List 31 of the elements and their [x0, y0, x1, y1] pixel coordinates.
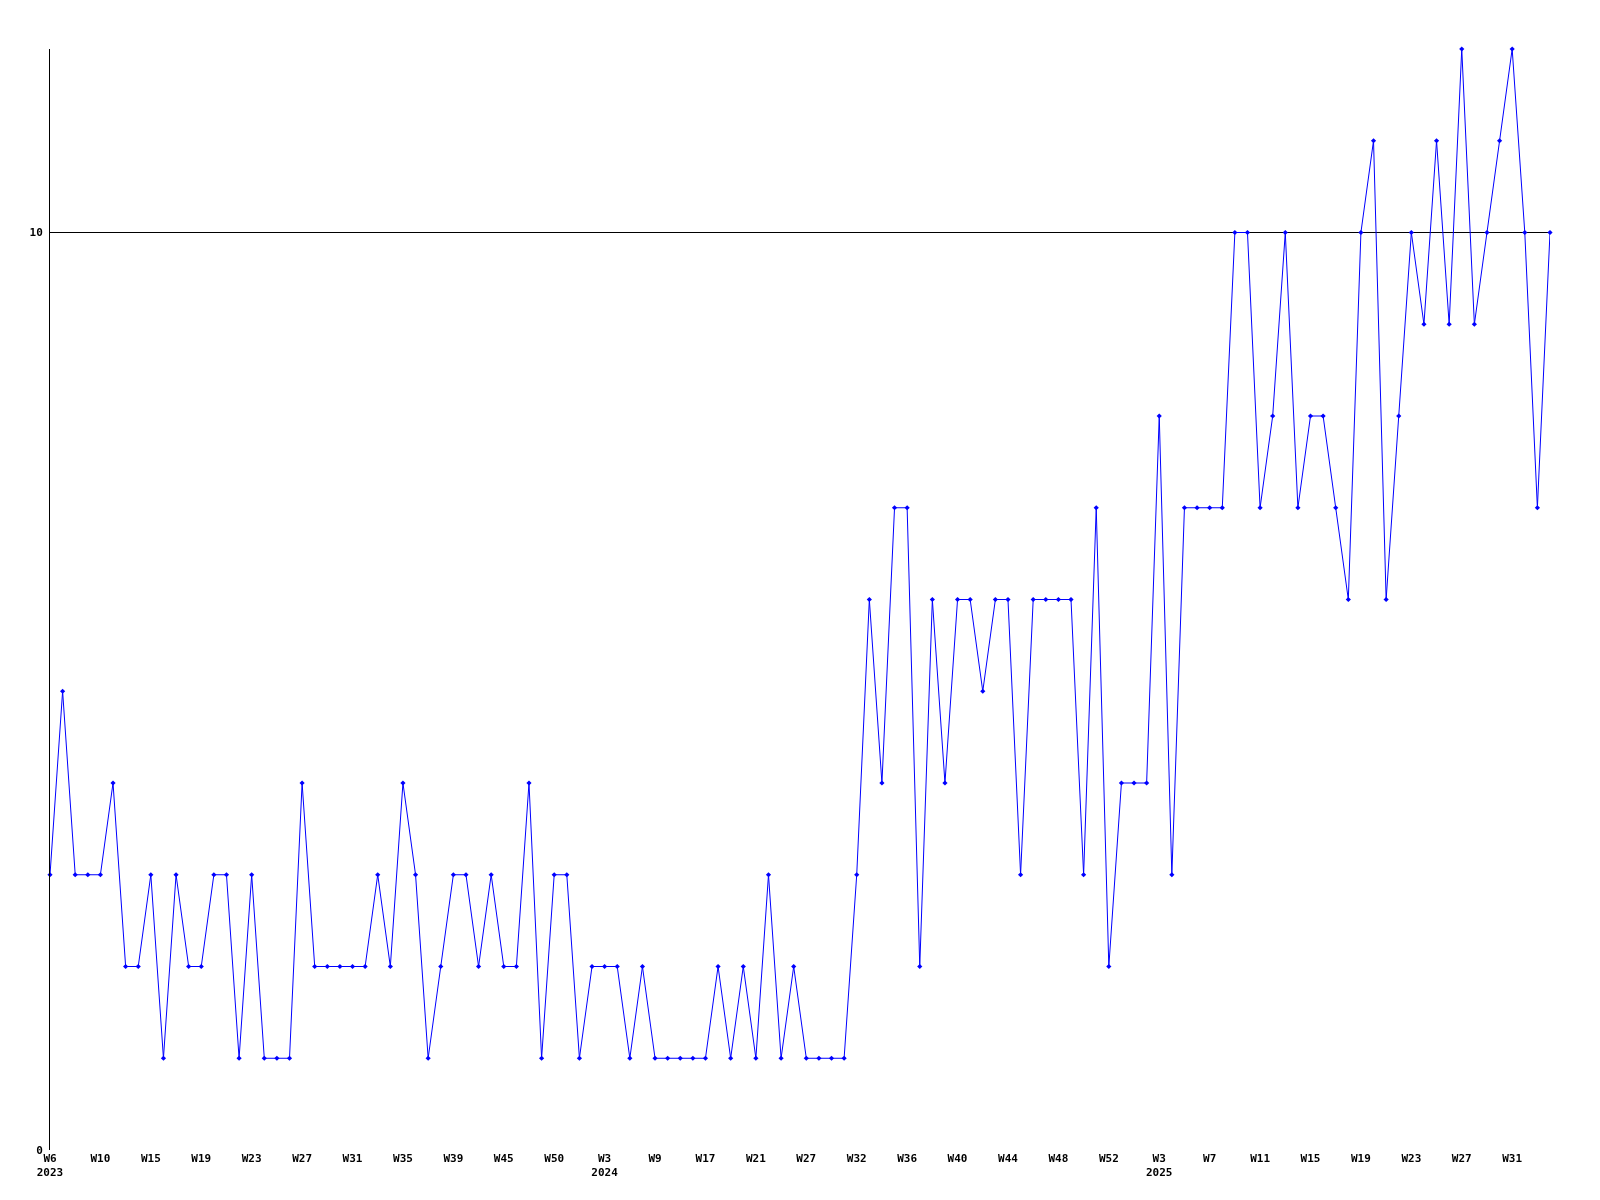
x-tick-label: W35: [393, 1152, 413, 1165]
x-tick-label: W27: [1451, 1152, 1472, 1165]
x-tick-label: W21: [745, 1152, 767, 1165]
x-tick-label: W36: [897, 1152, 918, 1165]
y-tick-label: 10: [29, 226, 43, 240]
x-tick-label: W52: [1098, 1152, 1119, 1165]
x-tick-label: W44: [998, 1152, 1019, 1165]
x-tick-label: W32: [846, 1152, 867, 1165]
x-tick-label: W15: [140, 1152, 161, 1165]
x-tick-label: W31: [1502, 1152, 1523, 1165]
x-tick-label: W40: [947, 1152, 968, 1165]
x-tick-label: W48: [1048, 1152, 1069, 1165]
x-tick-label: W15: [1300, 1152, 1321, 1165]
x-tick-label: W23: [241, 1152, 262, 1165]
x-tick-label: W45: [493, 1152, 514, 1165]
x-tick-label: W9: [648, 1152, 662, 1165]
x-tick-label: W7: [1203, 1152, 1217, 1165]
y-tick-label: 0: [36, 1143, 43, 1157]
x-tick-label: W19: [191, 1152, 212, 1165]
x-tick-label: W19: [1350, 1152, 1371, 1165]
x-tick-label: W11: [1250, 1152, 1271, 1165]
x-tick-label: W3 2025: [1145, 1152, 1173, 1180]
x-tick-label: W31: [342, 1152, 363, 1165]
x-tick-label: W39: [443, 1152, 464, 1165]
x-tick-label: W27: [292, 1152, 313, 1165]
x-tick-label: W23: [1401, 1152, 1422, 1165]
x-tick-label: W17: [695, 1152, 716, 1165]
x-tick-label: W10: [90, 1152, 111, 1165]
x-tick-label: W3 2024: [591, 1152, 619, 1180]
x-tick-label: W27: [796, 1152, 817, 1165]
x-tick-label: W50: [544, 1152, 565, 1165]
